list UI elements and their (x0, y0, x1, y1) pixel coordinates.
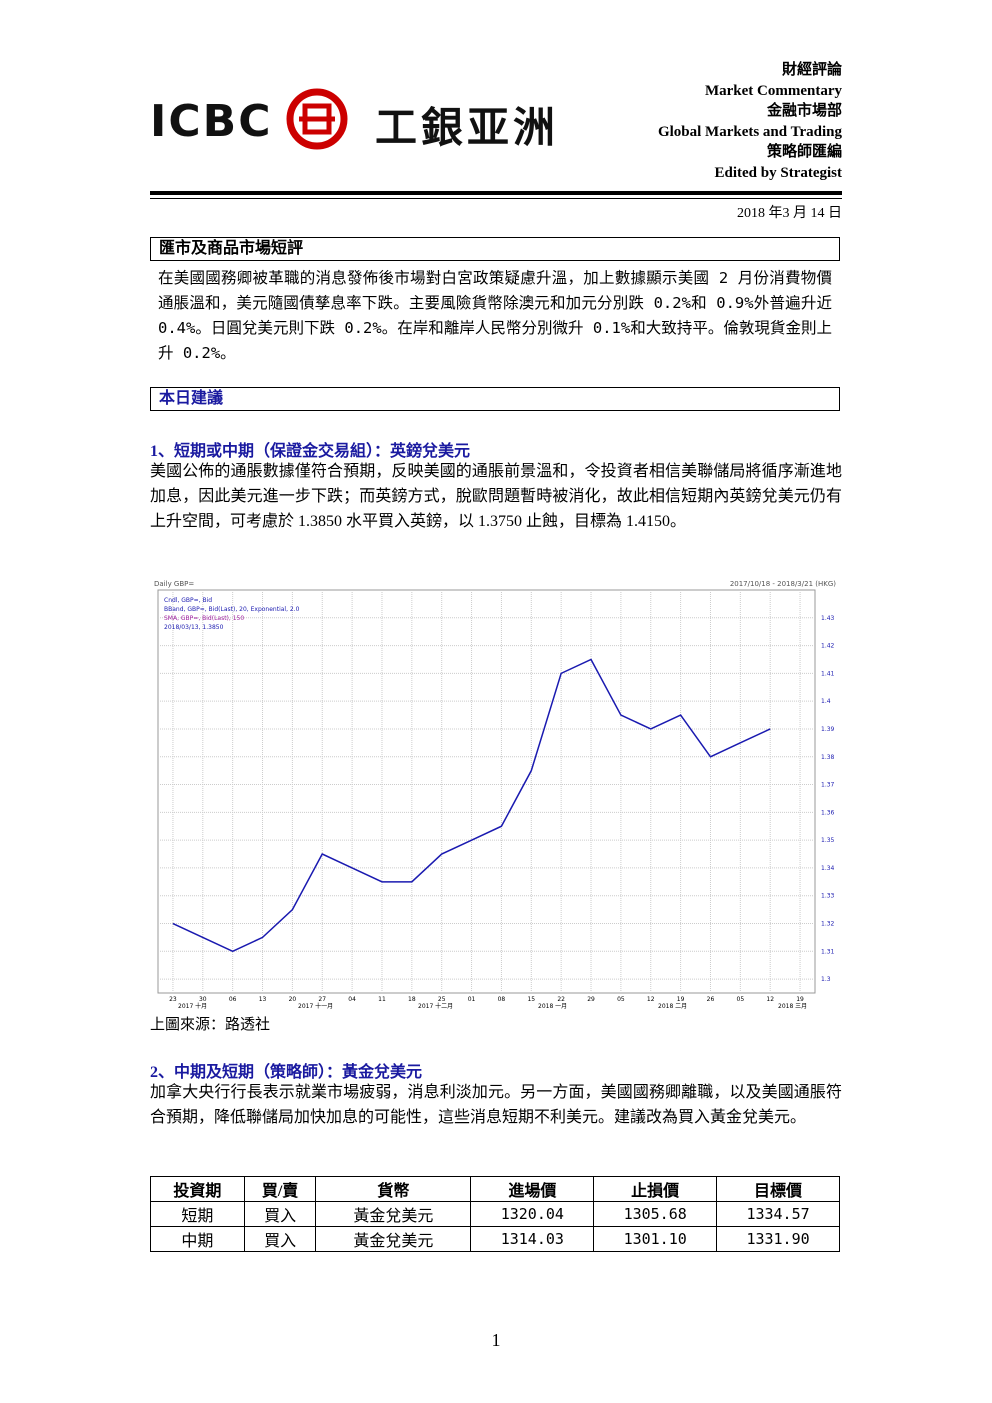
x-tick-label: 19 (677, 996, 685, 1003)
x-tick-label: 04 (348, 996, 356, 1003)
table-header-cell: 止損價 (593, 1176, 718, 1202)
month-label: 2018 三月 (778, 1003, 807, 1010)
header-line: Edited by Strategist (714, 164, 843, 181)
x-tick-label: 30 (199, 996, 207, 1003)
table-row: 中期 買入 黃金兌美元 1314.03 1301.10 1331.90 (150, 1226, 840, 1252)
x-tick-label: 29 (587, 996, 595, 1003)
table-header-cell: 進場價 (470, 1176, 595, 1202)
price-line (172, 658, 771, 953)
table-cell: 短期 (150, 1201, 245, 1227)
y-tick-label: 1.37 (821, 782, 835, 789)
table-row: 短期 買入 黃金兌美元 1320.04 1305.68 1334.57 (150, 1201, 840, 1227)
legend-entry: SMA, GBP=, Bid(Last), 150 (164, 615, 244, 622)
x-tick-label: 06 (229, 996, 237, 1003)
month-label: 2017 十月 (178, 1002, 207, 1010)
table-cell: 黃金兌美元 (315, 1226, 472, 1252)
x-tick-label: 05 (737, 996, 745, 1003)
y-tick-label: 1.42 (821, 643, 835, 650)
month-label: 2017 十二月 (418, 1002, 453, 1010)
item-title: 2、中期及短期（策略師）：黃金兌美元 (150, 1064, 423, 1081)
header-line: 金融市場部 (766, 103, 842, 119)
chart: Daily GBP= 2017/10/18 - 2018/3/21 (HKG) 1.… (154, 580, 836, 1010)
table-header-cell: 目標價 (716, 1176, 840, 1202)
x-tick-label: 12 (647, 996, 655, 1003)
page-number: 1 (491, 1330, 501, 1350)
rule (150, 191, 842, 195)
y-tick-label: 1.43 (821, 615, 835, 622)
table-cell: 1320.04 (470, 1201, 595, 1227)
header-lines: 財經評論 Market Commentary 金融市場部 Global Markets… (500, 60, 842, 185)
table-cell: 買入 (243, 1226, 317, 1252)
logo-mark (286, 88, 348, 150)
table-cell: 1334.57 (716, 1201, 840, 1227)
header-line: 策略師匯編 (766, 144, 842, 160)
x-tick-label: 23 (169, 996, 177, 1003)
x-tick-label: 13 (259, 996, 267, 1003)
chart-title: Daily GBP= (154, 580, 194, 588)
table-cell: 中期 (150, 1226, 245, 1252)
y-tick-label: 1.35 (821, 837, 835, 844)
legend-entry: 2018/03/13, 1.3850 (164, 624, 224, 631)
y-tick-label: 1.31 (821, 948, 835, 955)
month-label: 2017 十一月 (298, 1002, 333, 1010)
table-cell: 1305.68 (593, 1201, 718, 1227)
table-header-cell: 買/賣 (243, 1176, 317, 1202)
x-tick-label: 11 (378, 996, 386, 1003)
x-tick-label: 08 (498, 996, 506, 1003)
x-tick-label: 18 (408, 996, 416, 1003)
paragraph: 加拿大央行行長表示就業市場疲弱，消息利淡加元。另一方面，美國國務卿離職，以及美國… (150, 1084, 842, 1126)
x-tick-label: 20 (289, 996, 297, 1003)
plot-area (157, 589, 816, 994)
header-line: Global Markets and Trading (657, 123, 842, 140)
x-tick-label: 05 (617, 996, 625, 1003)
x-tick-label: 26 (707, 996, 715, 1003)
x-tick-label: 22 (557, 996, 565, 1003)
paragraph: 在美國國務卿被革職的消息發佈後市場對白宮政策疑慮升溫，加上數據顯示美國 2 月份… (158, 269, 832, 362)
x-tick-label: 27 (318, 996, 326, 1003)
x-tick-label: 15 (527, 996, 535, 1003)
table-cell: 1331.90 (716, 1226, 840, 1252)
legend-entry: Cndl, GBP=, Bid (164, 597, 212, 604)
table-cell: 黃金兌美元 (315, 1201, 472, 1227)
table-header-cell: 貨幣 (315, 1176, 472, 1202)
y-tick-label: 1.34 (821, 865, 835, 872)
date: 2018 年3 月 14 日 (737, 206, 842, 221)
y-tick-label: 1.33 (821, 893, 835, 900)
paragraph: 美國公佈的通脹數據僅符合預期，反映美國的通脹前景溫和，令投資者相信美聯儲局將循序… (150, 463, 842, 530)
y-tick-label: 1.3 (821, 976, 831, 983)
table-header-cell: 投資期 (150, 1176, 245, 1202)
y-tick-label: 1.4 (821, 698, 831, 705)
logo-cn: 工銀亚洲 (375, 103, 560, 152)
rule (150, 198, 842, 199)
y-tick-label: 1.41 (821, 670, 835, 677)
x-tick-label: 01 (468, 996, 476, 1003)
table-cell: 1301.10 (593, 1226, 718, 1252)
month-label: 2018 一月 (538, 1003, 567, 1010)
item-title: 1、短期或中期（保證金交易組）：英鎊兌美元 (150, 443, 471, 460)
header-line: 財經評論 (781, 62, 842, 78)
y-tick-label: 1.39 (821, 726, 835, 733)
chart-source: 上圖來源：路透社 (150, 1017, 271, 1033)
month-label: 2018 二月 (658, 1003, 687, 1010)
x-tick-label: 25 (438, 996, 446, 1003)
x-tick-label: 12 (766, 996, 774, 1003)
y-tick-label: 1.38 (821, 754, 835, 761)
table-cell: 買入 (243, 1201, 317, 1227)
chart-subtitle: 2017/10/18 - 2018/3/21 (HKG) (730, 580, 836, 588)
section-heading: 本日建議 (150, 387, 840, 411)
header-line: Market Commentary (704, 82, 842, 99)
y-tick-label: 1.36 (821, 809, 835, 816)
table-row: 投資期 買/賣 貨幣 進場價 止損價 目標價 (150, 1176, 840, 1202)
table-cell: 1314.03 (470, 1226, 595, 1252)
logo-en: ICBC (150, 96, 273, 147)
table: 投資期 買/賣 貨幣 進場價 止損價 目標價 短期 買入 黃金兌美元 1320.04 1305.68… (150, 1176, 840, 1252)
x-tick-label: 19 (796, 996, 804, 1003)
y-tick-label: 1.32 (821, 921, 835, 928)
section-heading: 匯市及商品市場短評 (150, 237, 840, 261)
legend-entry: BBand, GBP=, Bid(Last), 20, Exponential,… (164, 606, 300, 613)
